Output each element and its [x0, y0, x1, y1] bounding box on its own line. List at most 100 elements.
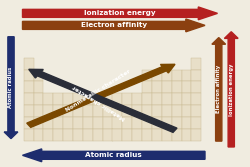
Bar: [44, 117, 53, 129]
Bar: [24, 117, 34, 129]
Bar: [162, 69, 172, 81]
Bar: [93, 129, 103, 141]
Bar: [53, 117, 63, 129]
Bar: [83, 93, 93, 105]
Bar: [162, 81, 172, 93]
Bar: [83, 117, 93, 129]
Bar: [34, 105, 43, 117]
Bar: [132, 117, 142, 129]
Bar: [152, 93, 162, 105]
Bar: [53, 93, 63, 105]
Bar: [132, 129, 142, 141]
Bar: [192, 58, 201, 69]
Bar: [182, 117, 192, 129]
Bar: [93, 93, 103, 105]
Bar: [24, 129, 34, 141]
FancyArrow shape: [22, 149, 205, 162]
Bar: [63, 93, 73, 105]
Bar: [24, 105, 34, 117]
Bar: [152, 105, 162, 117]
FancyArrow shape: [22, 7, 218, 20]
Bar: [162, 105, 172, 117]
Bar: [73, 117, 83, 129]
Bar: [53, 129, 63, 141]
Bar: [132, 105, 142, 117]
FancyArrow shape: [212, 38, 226, 141]
Bar: [122, 105, 132, 117]
Text: Metallic character: Metallic character: [72, 84, 127, 121]
Bar: [93, 117, 103, 129]
Bar: [142, 93, 152, 105]
Bar: [182, 105, 192, 117]
FancyArrow shape: [4, 37, 18, 139]
Bar: [192, 129, 201, 141]
Bar: [182, 129, 192, 141]
Text: Atomic radius: Atomic radius: [8, 67, 14, 108]
Bar: [182, 93, 192, 105]
Bar: [24, 69, 34, 81]
Bar: [44, 105, 53, 117]
Bar: [93, 105, 103, 117]
Text: Ionization energy: Ionization energy: [84, 10, 156, 16]
Text: Electron affinity: Electron affinity: [81, 22, 147, 28]
Bar: [24, 93, 34, 105]
Bar: [34, 81, 43, 93]
Bar: [24, 81, 34, 93]
Bar: [112, 117, 122, 129]
Bar: [182, 69, 192, 81]
FancyArrow shape: [27, 64, 175, 127]
Bar: [63, 129, 73, 141]
Bar: [103, 117, 113, 129]
Bar: [182, 81, 192, 93]
Bar: [73, 105, 83, 117]
Bar: [122, 117, 132, 129]
Bar: [63, 105, 73, 117]
Bar: [103, 93, 113, 105]
Bar: [142, 69, 152, 81]
Bar: [122, 93, 132, 105]
Bar: [34, 117, 43, 129]
Bar: [162, 93, 172, 105]
Bar: [192, 105, 201, 117]
Bar: [53, 105, 63, 117]
Bar: [112, 129, 122, 141]
Bar: [172, 129, 181, 141]
Bar: [172, 81, 181, 93]
Text: Atomic radius: Atomic radius: [85, 152, 142, 158]
FancyArrow shape: [22, 19, 205, 32]
Bar: [112, 93, 122, 105]
Bar: [44, 93, 53, 105]
Text: Nonmetallic character: Nonmetallic character: [65, 69, 132, 113]
Bar: [172, 105, 181, 117]
Text: Electron affinity: Electron affinity: [216, 65, 221, 113]
Bar: [172, 93, 181, 105]
Bar: [162, 117, 172, 129]
Bar: [24, 58, 34, 69]
Bar: [73, 129, 83, 141]
Bar: [132, 93, 142, 105]
Bar: [122, 129, 132, 141]
Bar: [142, 129, 152, 141]
Bar: [34, 129, 43, 141]
Text: Ionization energy: Ionization energy: [229, 63, 234, 116]
Bar: [192, 117, 201, 129]
Bar: [103, 129, 113, 141]
FancyArrow shape: [29, 69, 177, 132]
Bar: [73, 93, 83, 105]
Bar: [83, 105, 93, 117]
Bar: [192, 81, 201, 93]
Bar: [142, 105, 152, 117]
Bar: [103, 105, 113, 117]
Bar: [152, 69, 162, 81]
Bar: [34, 93, 43, 105]
Bar: [44, 129, 53, 141]
Bar: [63, 117, 73, 129]
Bar: [142, 81, 152, 93]
Bar: [142, 117, 152, 129]
Bar: [152, 117, 162, 129]
Bar: [112, 105, 122, 117]
Bar: [172, 117, 181, 129]
Bar: [152, 129, 162, 141]
Bar: [34, 69, 43, 81]
Bar: [192, 93, 201, 105]
